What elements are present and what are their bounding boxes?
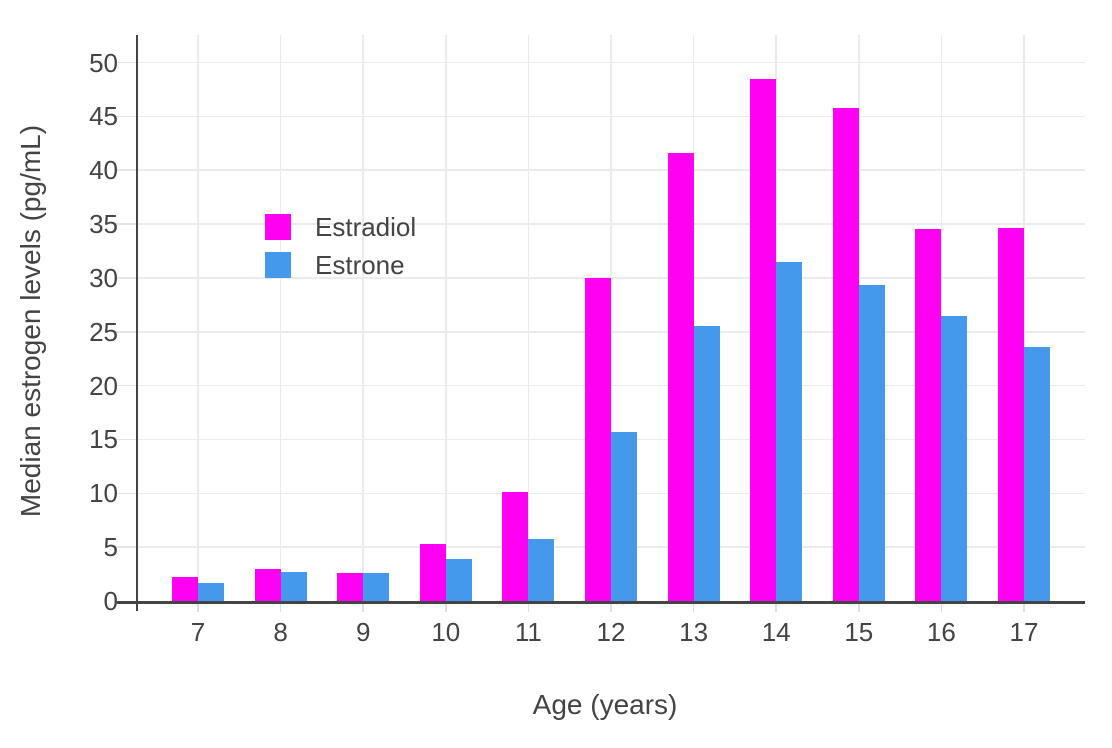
y-tick-label-40: 40: [89, 155, 118, 186]
y-axis-title: Median estrogen levels (pg/mL): [15, 124, 46, 518]
x-tick-mark-17: [1023, 603, 1025, 612]
x-axis-title: Age (years): [532, 689, 678, 720]
y-tick-mark-5: [115, 546, 136, 548]
bar-estrone-13: [693, 326, 720, 601]
y-tick-mark-20: [115, 384, 136, 387]
bar-estrone-16: [941, 315, 968, 601]
bar-estrone-8: [280, 571, 307, 601]
y-tick-mark-30: [115, 277, 136, 279]
gridline-x-9: [362, 35, 364, 601]
bar-estrone-10: [445, 558, 472, 601]
x-tick-mark-13: [692, 603, 695, 612]
x-tick-label-14: 14: [761, 617, 791, 647]
x-tick-label-7: 7: [190, 617, 206, 647]
y-tick-mark-10: [115, 492, 136, 495]
bar-estrone-17: [1024, 346, 1050, 601]
x-tick-label-15: 15: [844, 617, 874, 647]
x-tick-mark-8: [279, 603, 282, 612]
legend-item-estrone[interactable]: Estrone: [265, 249, 416, 280]
x-tick-mark-10: [445, 603, 447, 612]
x-tick-label-17: 17: [1009, 617, 1039, 647]
x-tick-mark-9: [362, 603, 364, 612]
bar-estradiol-13: [667, 152, 694, 601]
gridline-x-12: [610, 35, 612, 601]
x-tick-label-9: 9: [355, 617, 371, 647]
x-tick-mark-15: [858, 603, 860, 612]
legend-item-estradiol[interactable]: Estradiol: [265, 211, 417, 242]
y-tick-label-45: 45: [89, 101, 118, 132]
estradiol-swatch-icon: [265, 214, 291, 240]
bar-estradiol-10: [419, 543, 446, 601]
gridline-x-13: [692, 35, 695, 601]
y-tick-label-50: 50: [89, 47, 118, 78]
y-tick-mark-25: [115, 331, 136, 333]
x-tick-mark-12: [610, 603, 612, 612]
y-tick-mark-45: [115, 115, 136, 118]
y-tick-mark-15: [115, 438, 136, 441]
y-tick-label-30: 30: [89, 262, 118, 293]
y-tick-label-20: 20: [89, 370, 118, 401]
legend-label-estrone: Estrone: [315, 249, 405, 280]
bar-estradiol-17: [998, 228, 1024, 601]
gridline-x-17: [1023, 35, 1025, 601]
y-tick-label-5: 5: [103, 532, 118, 563]
legend-label-estradiol: Estradiol: [315, 211, 417, 242]
x-tick-mark-16: [940, 603, 943, 612]
x-axis-line: [117, 601, 1085, 604]
x-tick-label-12: 12: [596, 617, 626, 647]
y-tick-mark-40: [115, 169, 136, 171]
gridline-x-10: [445, 35, 447, 601]
x-tick-label-16: 16: [926, 617, 956, 647]
bar-estradiol-9: [337, 572, 364, 601]
estrone-swatch-icon: [265, 252, 291, 278]
bar-estrone-14: [776, 261, 803, 601]
bar-estradiol-15: [832, 107, 859, 601]
y-axis-line: [136, 35, 138, 611]
y-tick-mark-35: [115, 223, 136, 225]
x-tick-mark-14: [775, 603, 777, 612]
legend: Estradiol Estrone: [265, 211, 417, 290]
gridline-x-8: [279, 35, 282, 601]
x-tick-label-10: 10: [431, 617, 461, 647]
y-tick-label-10: 10: [89, 478, 118, 509]
bar-estradiol-16: [915, 229, 942, 601]
bar-estrone-9: [363, 572, 390, 601]
bar-estrone-11: [528, 538, 555, 601]
x-tick-label-11: 11: [514, 617, 542, 647]
bar-estrone-15: [858, 285, 885, 601]
bar-estradiol-8: [254, 568, 281, 601]
bar-estradiol-11: [502, 492, 529, 601]
bar-estrone-12: [611, 431, 637, 601]
x-tick-mark-7: [197, 603, 199, 612]
y-tick-label-15: 15: [89, 424, 118, 455]
bar-estradiol-7: [172, 577, 198, 601]
bar-estradiol-12: [585, 277, 611, 601]
gridline-x-11: [527, 35, 530, 601]
bar-estradiol-14: [750, 78, 777, 601]
x-tick-label-8: 8: [273, 617, 288, 647]
y-tick-mark-50: [115, 61, 136, 64]
y-tick-label-35: 35: [89, 209, 118, 240]
gridline-x-7: [197, 35, 199, 601]
x-tick-mark-11: [527, 603, 530, 612]
y-tick-label-25: 25: [89, 316, 118, 347]
y-tick-label-0: 0: [103, 586, 118, 616]
x-tick-label-13: 13: [679, 617, 709, 647]
bar-estrone-7: [198, 582, 224, 601]
